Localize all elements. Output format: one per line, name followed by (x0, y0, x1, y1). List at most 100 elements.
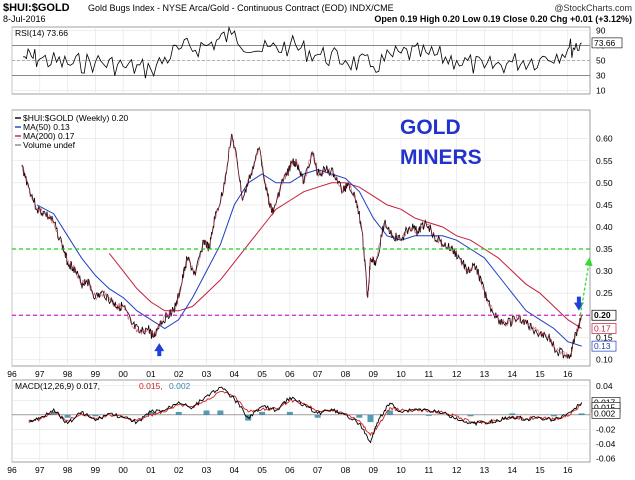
macd-x-tick-label: 97 (35, 465, 45, 475)
macd-tag: 0.015 (594, 402, 616, 412)
price-legend-entry: $HUI:$GOLD (Weekly) 0.20 (23, 113, 128, 123)
macd-x-tick-label: 99 (91, 465, 101, 475)
price-x-tick-label: 98 (63, 369, 73, 379)
macd-x-tick-label: 10 (396, 465, 406, 475)
macd-x-tick-label: 12 (452, 465, 462, 475)
miners-annotation: MINERS (400, 146, 482, 169)
macd-histogram-bar (550, 414, 557, 417)
macd-x-tick-label: 08 (341, 465, 351, 475)
green-arrow-icon (584, 257, 593, 267)
macd-histogram-bar (259, 411, 266, 415)
price-tag: 0.13 (594, 341, 611, 351)
macd-x-tick-label: 05 (257, 465, 267, 475)
macd-x-tick-label: 16 (563, 465, 573, 475)
price-x-tick-label: 04 (230, 369, 240, 379)
macd-histogram-bar (578, 413, 585, 415)
macd-x-tick-label: 98 (63, 465, 73, 475)
macd-legend-entry: 0.002 (169, 381, 191, 391)
price-x-tick-label: 16 (563, 369, 573, 379)
price-x-tick-label: 06 (285, 369, 295, 379)
rsi-legend: RSI(14) 73.66 (15, 28, 68, 38)
macd-x-tick-label: 09 (369, 465, 379, 475)
price-x-tick-label: 97 (35, 369, 45, 379)
macd-line (28, 386, 583, 444)
price-line (21, 133, 583, 359)
macd-x-tick-label: 15 (535, 465, 545, 475)
macd-x-tick-label: 00 (118, 465, 128, 475)
macd-x-tick-label: 14 (507, 465, 517, 475)
chart-description: Gold Bugs Index - NYSE Arca/Gold - Conti… (88, 3, 394, 13)
green-projection-line (579, 264, 590, 316)
stockcharts-watermark: @StockCharts.com (554, 3, 632, 13)
price-x-tick-label: 01 (146, 369, 156, 379)
macd-panel (11, 379, 591, 463)
rsi-tick-label: 30 (596, 70, 606, 80)
macd-histogram-bar (509, 413, 516, 415)
macd-histogram-bar (50, 411, 57, 415)
price-x-tick-label: 10 (396, 369, 406, 379)
price-panel (11, 109, 591, 367)
macd-x-tick-label: 06 (285, 465, 295, 475)
macd-x-tick-label: 01 (146, 465, 156, 475)
price-x-tick-label: 02 (174, 369, 184, 379)
rsi-line (23, 25, 582, 79)
price-tick-label: 0.55 (596, 156, 613, 166)
price-tag: 0.20 (594, 310, 611, 320)
price-x-tick-label: 08 (341, 369, 351, 379)
ohlc-readout: Open 0.19 High 0.20 Low 0.19 Close 0.20 … (374, 14, 632, 24)
price-legend-entry: Volume undef (23, 140, 76, 150)
macd-histogram-bar (92, 414, 99, 417)
price-tick-label: 0.10 (596, 354, 613, 364)
macd-histogram-bar (203, 410, 210, 415)
macd-x-tick-label: 11 (424, 465, 433, 475)
price-tick-label: 0.45 (596, 200, 613, 210)
macd-histogram-bar (217, 410, 224, 415)
macd-histogram-bar (356, 414, 363, 418)
price-x-tick-label: 96 (7, 369, 17, 379)
price-tag-box (591, 323, 617, 334)
macd-histogram-bar (64, 414, 71, 418)
price-tick-label: 0.15 (596, 332, 613, 342)
up-arrow-icon (154, 343, 165, 357)
macd-tick-label: 0.04 (596, 381, 613, 391)
price-x-tick-label: 07 (313, 369, 323, 379)
macd-histogram-bar (386, 410, 393, 415)
price-tag: 0.17 (594, 323, 611, 333)
macd-histogram-bar (314, 414, 321, 418)
macd-tick-label: -0.06 (596, 453, 616, 463)
price-x-tick-label: 05 (257, 369, 267, 379)
price-x-tick-label: 12 (452, 369, 462, 379)
price-x-tick-label: 00 (118, 369, 128, 379)
macd-tag-box (591, 408, 621, 419)
macd-histogram-bar (367, 414, 374, 423)
macd-tick-label: -0.02 (596, 424, 616, 434)
rsi-tick-label: 10 (596, 85, 606, 95)
price-x-tick-label: 15 (535, 369, 545, 379)
macd-histogram-bar (286, 411, 293, 415)
price-bar-overlay (21, 133, 582, 359)
macd-x-tick-label: 07 (313, 465, 323, 475)
price-x-tick-label: 99 (91, 369, 101, 379)
macd-histogram-bar (425, 414, 432, 416)
macd-tag: 0.002 (594, 408, 616, 418)
macd-x-tick-label: 02 (174, 465, 184, 475)
symbol-title: $HUI:$GOLD (3, 2, 70, 14)
macd-x-tick-label: 03 (202, 465, 212, 475)
macd-legend-entry: 0.015, (139, 381, 163, 391)
price-x-tick-label: 09 (369, 369, 379, 379)
rsi-tick-label: 50 (596, 56, 606, 66)
price-legend-entry: MA(200) 0.17 (23, 131, 75, 141)
price-tag-box (591, 309, 617, 321)
rsi-value-tag: 73.66 (594, 38, 616, 48)
macd-histogram-bar (147, 411, 154, 415)
price-tick-label: 0.40 (596, 222, 613, 232)
ma50-line (36, 169, 582, 347)
macd-legend-entry: MACD(12,26,9) 0.017, (15, 381, 100, 391)
price-x-tick-label: 13 (480, 369, 490, 379)
down-arrow-icon (573, 296, 584, 311)
ma200-line (108, 182, 582, 329)
chart-date: 8-Jul-2016 (3, 14, 46, 24)
price-tick-label: 0.60 (596, 134, 613, 144)
